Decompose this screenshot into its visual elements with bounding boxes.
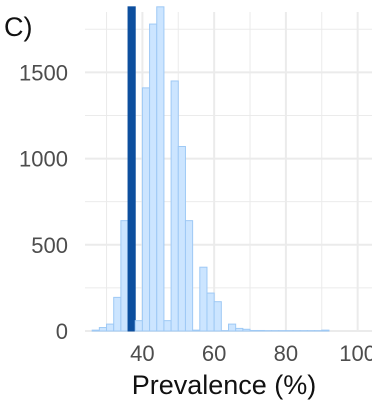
histogram-bar — [170, 80, 179, 332]
y-tick-label: 0 — [56, 319, 68, 344]
y-tick-label: 1000 — [19, 147, 68, 172]
histogram-bar — [98, 327, 108, 332]
panel-label: C) — [4, 12, 33, 42]
y-axis-tick-labels: 0 500 1000 1500 — [19, 60, 68, 344]
histogram-bar — [235, 327, 244, 332]
histogram-bar — [113, 296, 122, 332]
histogram-bars — [91, 6, 330, 332]
histogram-bar — [156, 6, 165, 332]
histogram-bar — [163, 320, 172, 332]
histogram-bar — [91, 329, 100, 332]
histogram-bar — [184, 220, 194, 332]
x-tick-label: 60 — [202, 341, 226, 366]
histogram-bar — [242, 328, 251, 332]
histogram-bar — [228, 323, 237, 332]
histogram-bar — [141, 87, 151, 332]
x-tick-label: 100 — [339, 341, 372, 366]
histogram-bar — [134, 320, 143, 332]
histogram-bar — [106, 323, 115, 332]
histogram-bar — [256, 329, 265, 332]
histogram-bar — [120, 220, 129, 332]
x-tick-label: 80 — [274, 341, 298, 366]
x-axis-tick-labels: 40 60 80 100 — [130, 341, 372, 366]
y-tick-label: 1500 — [19, 60, 68, 85]
histogram-bar — [206, 292, 215, 332]
histogram-bar — [213, 301, 222, 332]
x-axis-title: Prevalence (%) — [132, 370, 317, 400]
histogram-bar — [177, 145, 186, 332]
histogram-bar — [249, 329, 258, 332]
histogram-bar — [199, 266, 208, 332]
x-tick-label: 40 — [130, 341, 154, 366]
histogram-bar — [192, 329, 201, 332]
histogram-bar — [321, 329, 330, 332]
y-tick-label: 500 — [31, 233, 68, 258]
histogram-bar — [149, 23, 158, 332]
histogram-bar-highlighted — [127, 6, 136, 332]
